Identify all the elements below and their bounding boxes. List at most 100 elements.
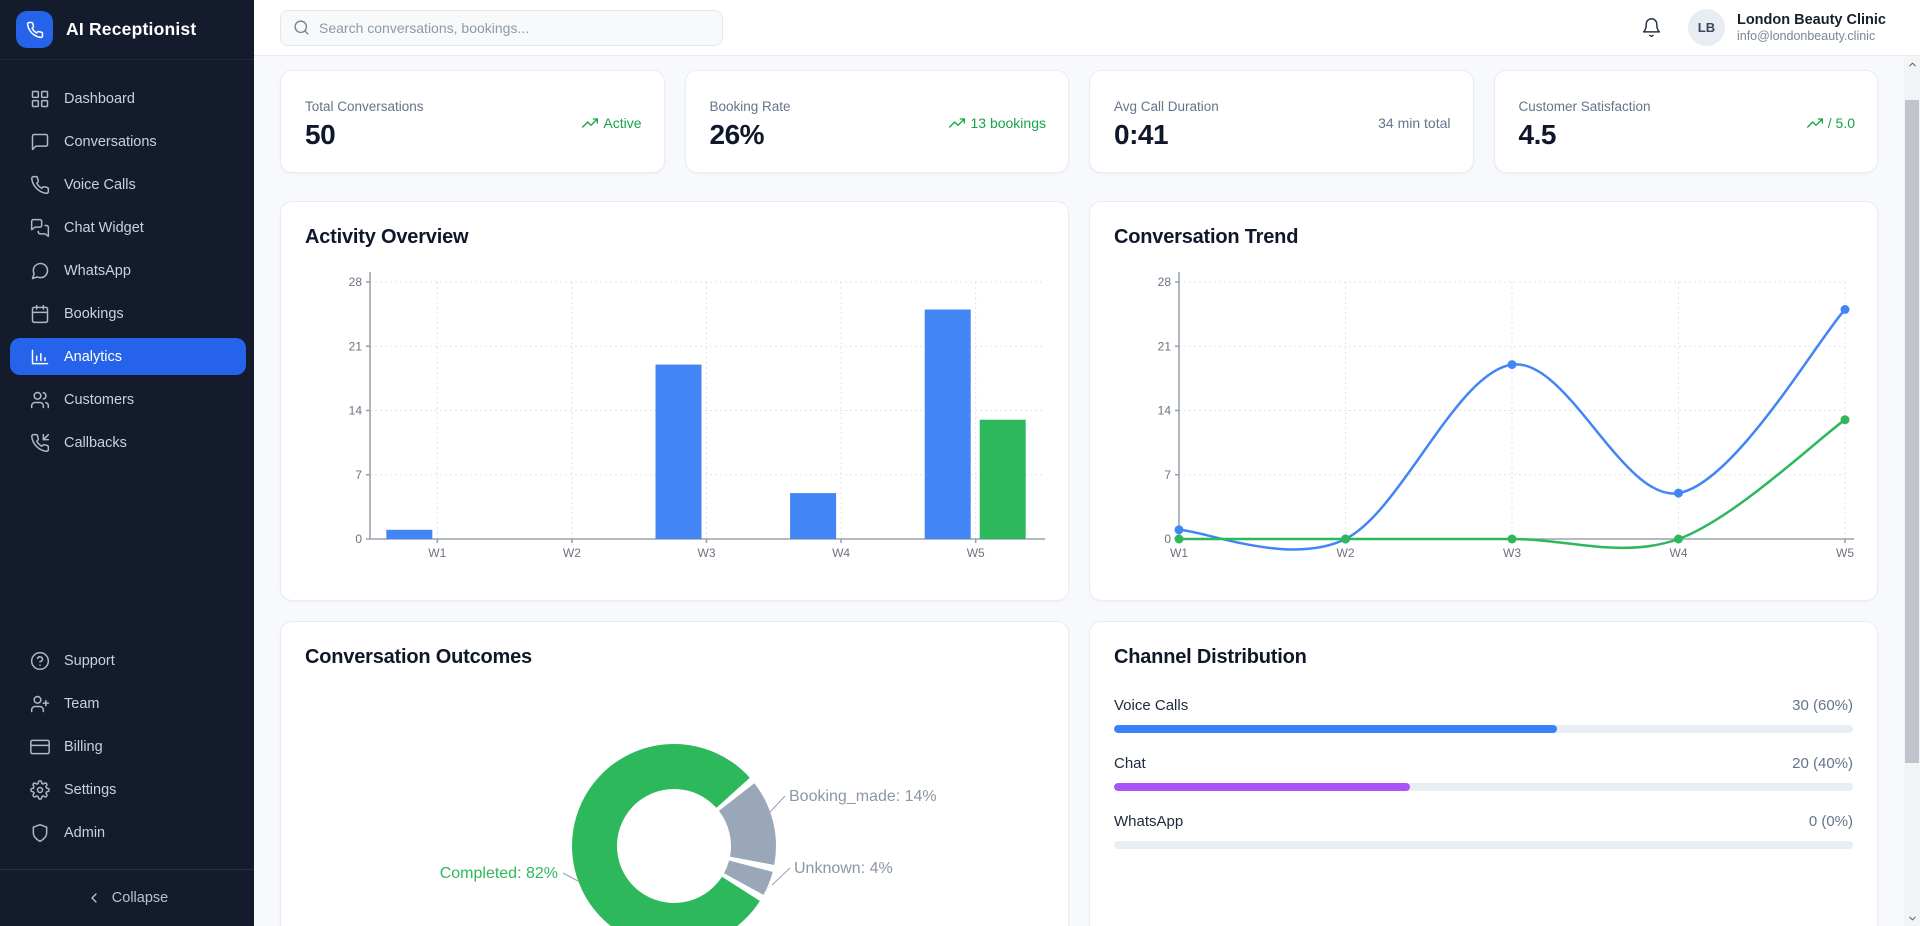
search-box xyxy=(280,9,723,46)
svg-text:W5: W5 xyxy=(1836,546,1854,560)
sidebar-item-admin[interactable]: Admin xyxy=(10,814,246,851)
sidebar-item-label: Analytics xyxy=(64,348,123,365)
scroll-up-button[interactable] xyxy=(1904,56,1920,72)
app-title: AI Receptionist xyxy=(66,19,197,39)
chevron-left-icon xyxy=(86,890,102,906)
content: Total Conversations 50 Active Booking Rate 2… xyxy=(254,56,1920,926)
svg-text:W2: W2 xyxy=(1337,546,1355,560)
credit-card-icon xyxy=(30,737,50,757)
svg-text:7: 7 xyxy=(1164,468,1171,482)
sidebar-footer-nav: Support Team Billing Settings Admin xyxy=(0,642,254,851)
calendar-icon xyxy=(30,304,50,324)
sidebar-item-callbacks[interactable]: Callbacks xyxy=(10,424,246,461)
stat-side-text: 34 min total xyxy=(1378,115,1451,131)
conversation-trend-card: Conversation Trend 0 7 14 21 28 W1 W2 W3 W4 W5 xyxy=(1089,201,1878,601)
svg-text:W3: W3 xyxy=(698,546,716,560)
stat-card-customer-satisfaction: Customer Satisfaction 4.5 / 5.0 xyxy=(1493,70,1878,173)
sidebar-item-dashboard[interactable]: Dashboard xyxy=(10,80,246,117)
svg-text:21: 21 xyxy=(1158,339,1172,353)
whatsapp-icon xyxy=(30,261,50,281)
sidebar-item-settings[interactable]: Settings xyxy=(10,771,246,808)
stat-value: 26% xyxy=(709,119,765,150)
sidebar-item-support[interactable]: Support xyxy=(10,642,246,679)
stats-row: Total Conversations 50 Active Booking Rate 2… xyxy=(280,70,1878,173)
collapse-label: Collapse xyxy=(111,890,169,906)
stat-trend: / 5.0 xyxy=(1806,115,1855,131)
users-icon xyxy=(30,390,50,410)
sidebar-item-conversations[interactable]: Conversations xyxy=(10,123,246,160)
outcomes-donut-chart: Completed: 82% Booking_made: 14% Unknown: … xyxy=(440,743,937,926)
scrollbar-thumb[interactable] xyxy=(1905,100,1919,763)
trending-up-icon xyxy=(949,115,966,131)
channel-label: Voice Calls xyxy=(1114,697,1189,714)
channel-rows: Voice Calls 30 (60%) Chat 20 (40%) WhatsApp 0… xyxy=(1114,697,1853,849)
charts-row-2: Conversation Outcomes Completed: 82% Book… xyxy=(280,621,1878,926)
stat-trend: 34 min total xyxy=(1378,115,1450,131)
channel-label: Chat xyxy=(1114,755,1146,772)
channel-distribution-card: Channel Distribution Voice Calls 30 (60%)… xyxy=(1089,621,1878,926)
sidebar-item-team[interactable]: Team xyxy=(10,685,246,722)
sidebar-item-label: WhatsApp xyxy=(64,262,131,279)
stat-side-text: / 5.0 xyxy=(1827,115,1855,131)
sidebar-item-voice-calls[interactable]: Voice Calls xyxy=(10,166,246,203)
sidebar-item-label: Bookings xyxy=(64,305,124,322)
gear-icon xyxy=(30,779,50,800)
sidebar-item-label: Billing xyxy=(64,738,103,755)
stat-trend: 13 bookings xyxy=(949,115,1046,131)
main-area: LB London Beauty Clinic info@londonbeaut… xyxy=(254,0,1920,926)
svg-text:Booking_made: 14%: Booking_made: 14% xyxy=(789,788,937,805)
svg-text:Unknown: 4%: Unknown: 4% xyxy=(794,860,893,877)
stat-side-text: 13 bookings xyxy=(970,115,1046,131)
svg-text:0: 0 xyxy=(355,532,362,546)
scroll-down-button[interactable] xyxy=(1904,910,1920,926)
bell-icon[interactable] xyxy=(1641,17,1662,38)
conversation-outcomes-title: Conversation Outcomes xyxy=(305,646,532,668)
search-input[interactable] xyxy=(319,19,710,36)
sidebar-item-analytics[interactable]: Analytics xyxy=(10,338,246,375)
sidebar-item-label: Voice Calls xyxy=(64,176,136,193)
account-name: London Beauty Clinic xyxy=(1736,11,1886,28)
sidebar: AI Receptionist Dashboard Conversations Vo… xyxy=(0,0,254,926)
svg-text:Completed: 82%: Completed: 82% xyxy=(440,865,558,882)
conversation-outcomes-card: Conversation Outcomes Completed: 82% Book… xyxy=(280,621,1069,926)
sidebar-item-label: Conversations xyxy=(64,133,157,150)
search-icon xyxy=(293,19,310,36)
progress-track xyxy=(1114,841,1853,849)
sidebar-item-bookings[interactable]: Bookings xyxy=(10,295,246,332)
sidebar-item-customers[interactable]: Customers xyxy=(10,381,246,418)
phone-callback-icon xyxy=(30,433,50,453)
svg-text:W1: W1 xyxy=(428,546,446,560)
sidebar-item-label: Team xyxy=(64,695,100,712)
sidebar-item-label: Customers xyxy=(64,391,135,408)
account-menu[interactable]: LB London Beauty Clinic info@londonbeaut… xyxy=(1687,9,1886,46)
stat-label: Avg Call Duration xyxy=(1114,99,1219,114)
chat-icon xyxy=(30,132,50,152)
avatar: LB xyxy=(1687,9,1725,46)
trending-up-icon xyxy=(582,115,599,131)
sidebar-item-billing[interactable]: Billing xyxy=(10,728,246,765)
channel-row-chat: Chat 20 (40%) xyxy=(1114,755,1853,791)
collapse-button[interactable]: Collapse xyxy=(0,870,254,926)
activity-overview-card: Activity Overview 0 7 14 21 28 W1 W2 W3 W4 W5 xyxy=(280,201,1069,601)
svg-text:W5: W5 xyxy=(967,546,985,560)
sidebar-nav: Dashboard Conversations Voice Calls Chat Wi… xyxy=(0,80,254,461)
sidebar-item-whatsapp[interactable]: WhatsApp xyxy=(10,252,246,289)
sidebar-spacer xyxy=(0,461,254,642)
progress-track xyxy=(1114,783,1853,791)
app-logo: AI Receptionist xyxy=(0,0,254,60)
scrollbar xyxy=(1904,56,1920,926)
svg-text:W3: W3 xyxy=(1503,546,1521,560)
chat-multi-icon xyxy=(30,218,50,238)
trend-line-chart: 0 7 14 21 28 W1 W2 W3 W4 W5 xyxy=(1158,272,1854,560)
sidebar-item-label: Settings xyxy=(64,781,117,798)
sidebar-item-chat-widget[interactable]: Chat Widget xyxy=(10,209,246,246)
phone-icon xyxy=(30,175,50,195)
svg-text:W1: W1 xyxy=(1170,546,1188,560)
channel-value: 0 (0%) xyxy=(1808,813,1853,830)
shield-icon xyxy=(30,823,50,843)
user-plus-icon xyxy=(30,694,50,714)
stat-side-text: Active xyxy=(603,115,642,131)
channel-value: 30 (60%) xyxy=(1792,697,1853,714)
channel-value: 20 (40%) xyxy=(1792,755,1853,772)
bar-chart-icon xyxy=(30,347,50,367)
